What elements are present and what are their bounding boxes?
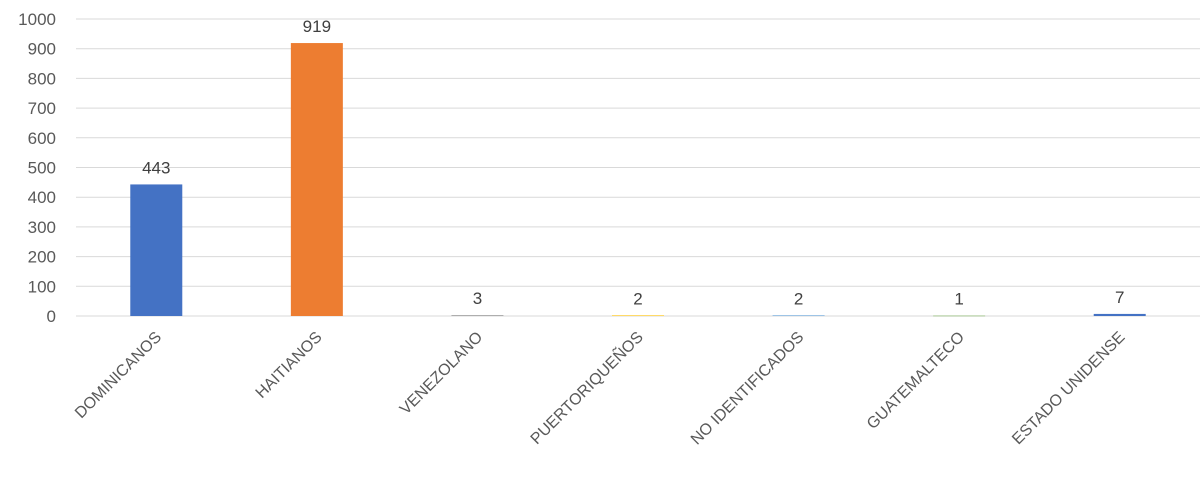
y-tick-label: 900 bbox=[28, 40, 56, 59]
y-tick-label: 800 bbox=[28, 69, 56, 88]
bar-haitianos bbox=[290, 43, 343, 316]
category-label: PUERTORIQUEÑOS bbox=[526, 327, 647, 448]
data-label: 2 bbox=[794, 289, 803, 308]
y-tick-label: 600 bbox=[28, 129, 56, 148]
category-label: HAITIANOS bbox=[253, 329, 326, 402]
y-tick-label: 500 bbox=[28, 159, 56, 178]
data-label: 2 bbox=[633, 289, 642, 308]
y-tick-label: 0 bbox=[47, 307, 56, 326]
data-label: 7 bbox=[1115, 288, 1124, 307]
bar-guatemalteco bbox=[933, 315, 986, 317]
gridlines bbox=[76, 18, 1200, 317]
y-tick-label: 100 bbox=[28, 277, 56, 296]
bar-venezolano bbox=[451, 315, 504, 316]
bar-dominicanos bbox=[130, 184, 183, 316]
data-label: 919 bbox=[303, 17, 331, 36]
data-label: 443 bbox=[142, 158, 170, 177]
y-tick-label: 300 bbox=[28, 218, 56, 237]
category-label: DOMINICANOS bbox=[72, 329, 165, 422]
bar-estado-unidense bbox=[1093, 313, 1146, 316]
bars bbox=[130, 43, 1146, 317]
bar-no-identificados bbox=[772, 315, 825, 316]
data-labels: 443 919 3 2 2 1 7 bbox=[142, 17, 1124, 309]
bar-puertorique-os bbox=[612, 315, 664, 316]
y-tick-label: 400 bbox=[28, 188, 56, 207]
y-tick-label: 700 bbox=[28, 99, 56, 118]
category-label: ESTADO UNIDENSE bbox=[1009, 329, 1128, 448]
category-label: GUATEMALTECO bbox=[864, 329, 968, 433]
data-label: 3 bbox=[473, 289, 482, 308]
y-axis-tick-labels: 0 100 200 300 400 500 600 700 800 900 1000 bbox=[18, 10, 56, 326]
y-tick-label: 1000 bbox=[18, 10, 56, 29]
data-label: 1 bbox=[954, 290, 963, 309]
y-tick-label: 200 bbox=[28, 248, 56, 267]
category-label: NO IDENTIFICADOS bbox=[688, 329, 808, 449]
category-label: VENEZOLANO bbox=[397, 329, 486, 418]
x-axis-category-labels: DOMINICANOS HAITIANOS VENEZOLANO PUERTORIQU… bbox=[72, 327, 1129, 449]
